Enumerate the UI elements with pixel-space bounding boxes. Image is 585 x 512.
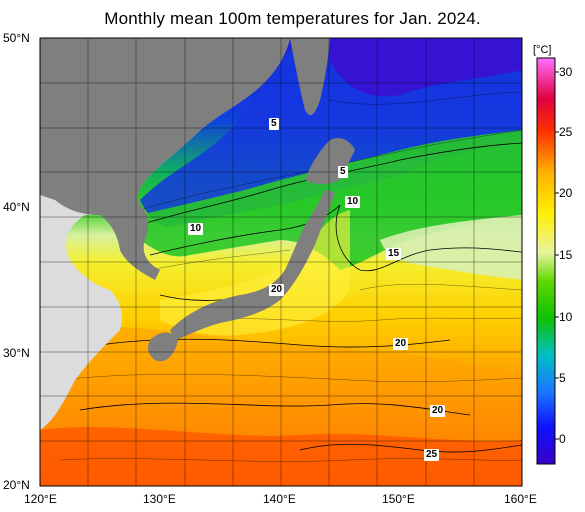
graticule	[40, 38, 522, 486]
kyushu	[147, 332, 178, 362]
contour-label: 20	[269, 284, 285, 296]
colorbar	[536, 57, 556, 465]
lat-label-50: 50°N	[3, 31, 30, 45]
colorbar-tick-30: 30	[559, 65, 573, 79]
lon-label-120: 120°E	[24, 492, 57, 506]
lon-label-140: 140°E	[263, 492, 296, 506]
sakhalin	[290, 38, 330, 116]
colorbar-tick-20: 20	[559, 186, 573, 200]
yellow-zone	[160, 210, 350, 336]
contour-label: 25	[424, 449, 440, 461]
lon-label-130: 130°E	[143, 492, 176, 506]
lat-label-40: 40°N	[3, 200, 30, 214]
lat-label-20: 20°N	[3, 478, 30, 492]
contour-label: 5	[338, 166, 348, 178]
colorbar-tick-25: 25	[559, 125, 573, 139]
colorbar-unit: [°C]	[533, 44, 552, 56]
contour-label: 20	[430, 405, 446, 417]
colorbar-tick-5: 5	[559, 371, 566, 385]
map-title: Monthly mean 100m temperatures for Jan. …	[104, 9, 481, 28]
colorbar-ticks	[555, 71, 559, 440]
lon-label-150: 150°E	[382, 492, 415, 506]
pale-zone	[380, 215, 522, 280]
lon-label-160: 160°E	[504, 492, 537, 506]
contour-label: 5	[269, 118, 279, 130]
japan-honshu	[170, 190, 335, 340]
contour-label: 15	[386, 248, 402, 260]
colorbar-tick-10: 10	[559, 310, 573, 324]
lat-label-30: 30°N	[3, 346, 30, 360]
colorbar-tick-15: 15	[559, 248, 573, 262]
colorbar-tick-0: 0	[559, 432, 566, 446]
contour-label: 10	[188, 223, 204, 235]
contour-label: 10	[345, 196, 361, 208]
contour-label: 20	[393, 338, 409, 350]
korea-peninsula	[40, 38, 290, 280]
